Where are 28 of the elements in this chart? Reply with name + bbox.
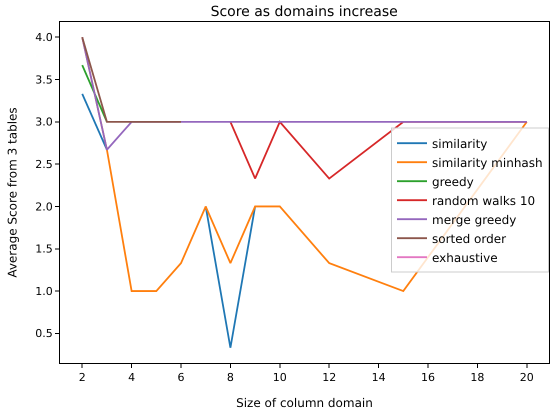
x-tick-label: 10 [272,371,287,384]
chart-title: Score as domains increase [210,4,398,20]
x-tick-label: 20 [520,371,534,384]
y-tick-label: 0.5 [35,327,53,340]
legend-label: similarity minhash [432,156,543,170]
y-tick-label: 1.5 [35,242,53,256]
legend-label: sorted order [432,232,506,246]
x-tick-label: 2 [78,371,86,384]
y-tick-label: 2.0 [35,200,53,214]
legend-label: similarity [432,136,488,151]
x-tick-label: 6 [178,371,185,384]
x-tick-label: 14 [372,371,386,384]
x-tick-label: 4 [128,371,136,384]
y-tick-label: 3.0 [35,116,53,129]
x-tick-label: 18 [470,371,484,384]
legend-label: exhaustive [432,250,498,265]
x-axis-title: Size of column domain [236,396,373,410]
y-tick-label: 2.5 [35,158,53,171]
legend-label: random walks 10 [432,194,536,208]
x-tick-label: 12 [322,371,336,384]
x-tick-label: 8 [226,371,234,384]
x-tick-label: 16 [420,371,435,384]
legend-label: greedy [432,174,474,189]
y-axis-title: Average Score from 3 tables [6,107,20,278]
y-tick-label: 4.0 [35,31,53,44]
y-tick-label: 3.5 [35,73,53,86]
y-tick-label: 1.0 [35,284,53,298]
legend-label: merge greedy [432,212,516,227]
